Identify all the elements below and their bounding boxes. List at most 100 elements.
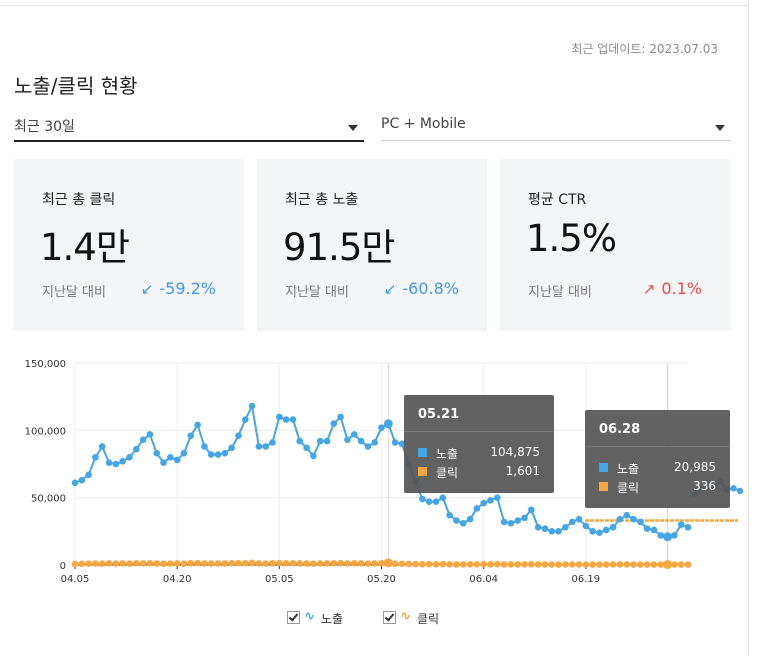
tooltip-row: 노출 104,875 xyxy=(418,445,540,461)
impressions-point xyxy=(602,526,610,534)
impressions-point xyxy=(575,515,583,523)
clicks-point xyxy=(555,561,562,568)
impressions-point xyxy=(480,499,487,507)
impressions-point xyxy=(323,437,331,445)
impressions-point xyxy=(589,528,596,535)
period-select[interactable]: 최근 30일 xyxy=(14,116,364,142)
impressions-point xyxy=(167,453,174,461)
impressions-point xyxy=(296,437,304,445)
impressions-point xyxy=(446,511,453,519)
impressions-point xyxy=(596,529,603,536)
impressions-point xyxy=(541,525,549,532)
impressions-point xyxy=(316,437,324,445)
clicks-point xyxy=(371,560,378,567)
clicks-point xyxy=(500,561,508,568)
stat-card-impressions: 최근 총 노출 91.5만 지난달 대비 ↙ -60.8% xyxy=(257,159,487,331)
clicks-point xyxy=(650,561,658,568)
y-tick-label: 100,000 xyxy=(25,426,66,437)
legend-checkbox[interactable] xyxy=(383,611,396,624)
impressions-point xyxy=(310,452,317,460)
tooltip-date: 05.21 xyxy=(418,407,460,422)
impressions-point xyxy=(657,532,665,539)
impressions-point xyxy=(637,518,644,526)
impressions-point xyxy=(119,458,126,465)
device-select[interactable]: PC + Mobile xyxy=(381,116,731,141)
clicks-point xyxy=(405,560,413,568)
stat-compare-label: 지난달 대비 xyxy=(42,285,106,300)
impressions-point xyxy=(180,449,188,457)
impressions-point xyxy=(582,522,590,530)
x-tick-label: 04.05 xyxy=(61,574,90,585)
legend-checkbox[interactable] xyxy=(287,611,300,624)
tooltip-series-value: 336 xyxy=(693,479,716,493)
impressions-point xyxy=(650,526,658,534)
impressions-point xyxy=(282,416,290,423)
clicks-point xyxy=(391,560,399,567)
clicks-point xyxy=(214,560,222,567)
impressions-point xyxy=(487,497,494,504)
impressions-point xyxy=(609,523,617,531)
clicks-point xyxy=(677,561,685,568)
impressions-point xyxy=(439,494,447,501)
clicks-point xyxy=(480,560,487,568)
impressions-point xyxy=(207,451,215,458)
impressions-point xyxy=(684,523,692,531)
clicks-point xyxy=(303,560,310,567)
clicks-point xyxy=(228,559,235,567)
clicks-point xyxy=(446,561,453,568)
impressions-point xyxy=(459,519,467,527)
stat-delta: ↙ -59.2% xyxy=(141,279,216,298)
stat-compare-label: 지난달 대비 xyxy=(285,285,349,300)
x-tick-label: 05.05 xyxy=(265,574,294,585)
impressions-point xyxy=(493,494,501,501)
stat-value: 1.5% xyxy=(526,217,617,260)
tooltip-row: 클릭 336 xyxy=(599,479,716,495)
y-tick-label: 0 xyxy=(60,561,66,572)
clicks-point xyxy=(453,561,460,568)
stat-card-ctr: 평균 CTR 1.5% 지난달 대비 ↗ 0.1% xyxy=(500,159,730,331)
tooltip-series-value: 104,875 xyxy=(490,445,540,459)
clicks-point xyxy=(412,560,419,568)
impressions-point xyxy=(528,506,535,514)
impressions-point xyxy=(98,443,106,450)
clicks-point xyxy=(534,561,542,568)
clicks-point xyxy=(568,561,576,568)
clicks-point xyxy=(643,561,651,568)
legend-label: 노출 xyxy=(321,612,344,626)
clicks-point xyxy=(528,561,535,568)
impressions-point xyxy=(221,449,229,457)
clicks-point xyxy=(105,560,113,567)
impressions-point xyxy=(78,476,86,484)
clicks-point xyxy=(248,559,256,567)
impressions-point xyxy=(153,449,161,457)
clicks-point xyxy=(337,559,344,567)
impressions-point xyxy=(255,443,263,450)
impressions-point xyxy=(514,517,522,524)
clicks-point xyxy=(350,559,358,567)
clicks-point xyxy=(364,560,372,567)
impressions-point xyxy=(432,498,440,506)
clicks-point xyxy=(487,561,494,568)
clicks-point xyxy=(521,561,528,568)
impressions-point xyxy=(630,515,637,523)
caret-down-icon xyxy=(348,125,358,131)
clicks-point xyxy=(126,560,133,567)
caret-down-icon xyxy=(715,125,725,131)
impressions-point xyxy=(228,444,235,452)
wave-icon: ∿ xyxy=(304,609,315,624)
y-tick-label: 150,000 xyxy=(25,359,66,370)
clicks-point xyxy=(596,561,603,568)
clicks-point xyxy=(187,559,195,567)
impressions-point xyxy=(105,459,113,466)
series-swatch xyxy=(599,482,608,491)
impressions-point xyxy=(289,416,297,423)
clicks-point xyxy=(684,561,692,568)
impressions-point xyxy=(378,424,385,431)
x-tick-label: 06.19 xyxy=(572,574,601,585)
stat-delta: ↗ 0.1% xyxy=(643,279,702,298)
clicks-point xyxy=(330,559,338,567)
impressions-point xyxy=(126,453,133,461)
impressions-point xyxy=(466,515,474,523)
clicks-point xyxy=(514,561,522,568)
